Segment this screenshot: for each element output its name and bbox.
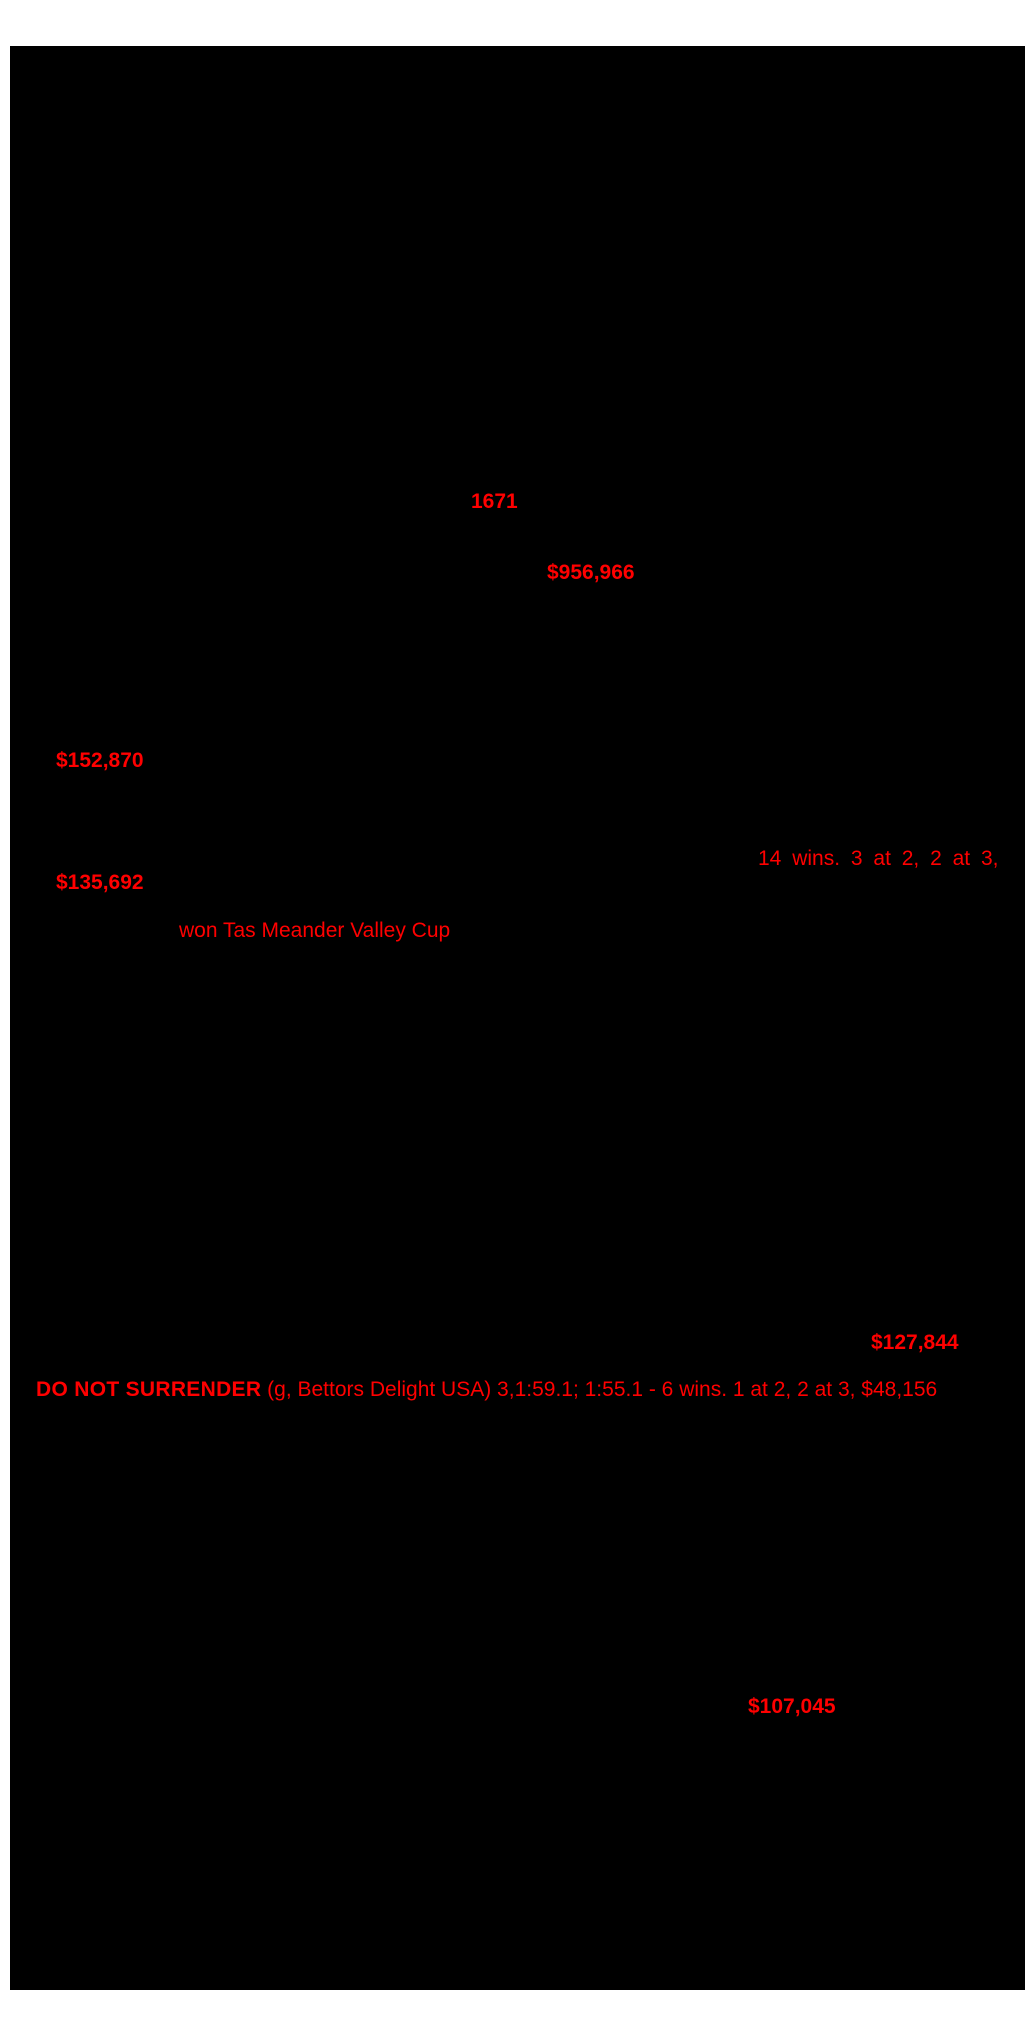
- horse-record-details: (g, Bettors Delight USA) 3,1:59.1; 1:55.…: [261, 1378, 938, 1401]
- earnings-highlight-3: $135,692: [56, 871, 144, 894]
- horse-name: DO NOT SURRENDER: [36, 1378, 262, 1401]
- wins-summary-line: 14 wins. 3 at 2, 2 at 3,: [758, 847, 999, 870]
- earnings-highlight-1: $956,966: [547, 561, 635, 584]
- horse-record-line: DO NOT SURRENDER (g, Bettors Delight USA…: [36, 1378, 937, 1401]
- lot-number: 1671: [471, 490, 518, 513]
- catalogue-page: 1671 $956,966 $152,870 14 wins. 3 at 2, …: [10, 46, 1025, 1990]
- earnings-highlight-4: $127,844: [871, 1331, 959, 1354]
- cup-win-note: won Tas Meander Valley Cup: [179, 919, 451, 942]
- earnings-highlight-2: $152,870: [56, 749, 144, 772]
- earnings-highlight-5: $107,045: [748, 1695, 836, 1718]
